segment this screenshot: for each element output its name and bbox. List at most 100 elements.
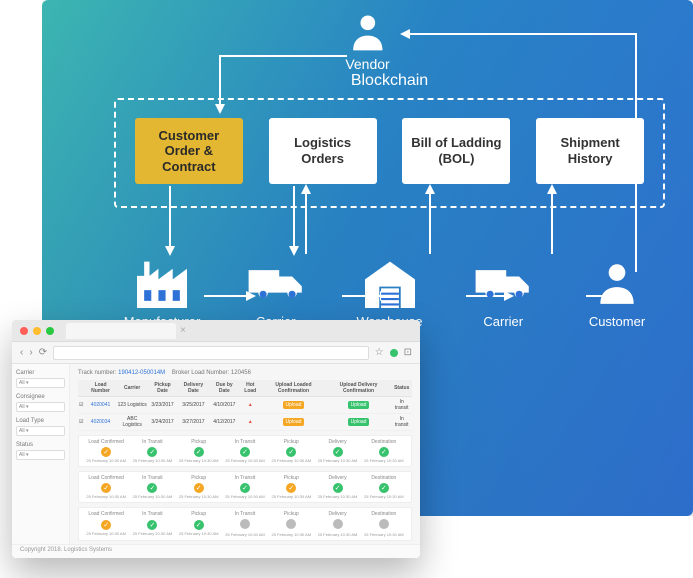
cell-delivery: 3/25/2017 [177, 397, 209, 414]
track-meta: Track number: 190412-050014M Broker Load… [78, 370, 412, 376]
close-tab-icon[interactable]: × [180, 325, 186, 336]
filter-select[interactable]: All ▾ [16, 426, 65, 436]
status-step-icon: ✓ [101, 483, 111, 493]
app-footer: Copyright 2018. Logistics Systems [12, 544, 420, 558]
entity-carrier1: Carrier [228, 258, 324, 329]
browser-content: CarrierAll ▾ConsigneeAll ▾Load TypeAll ▾… [12, 364, 420, 544]
status-row: ✓25 February 10:30 AM✓25 February 10:30 … [83, 447, 407, 463]
cell-dueby: 4/12/2017 [209, 414, 239, 431]
table-row[interactable]: ☑ 4020041 123 Logistics 3/23/2017 3/25/2… [78, 397, 412, 414]
status-step-icon [333, 519, 343, 529]
table-header: Due by Date [209, 380, 239, 397]
upload-loaded-button[interactable]: Upload [283, 401, 305, 409]
blockchain-container: Blockchain Customer Order & Contract Log… [114, 98, 665, 208]
cast-icon[interactable]: ⊡ [404, 347, 412, 358]
window-controls[interactable] [20, 327, 54, 335]
status-card: Load ConfirmedIn TransitPickupIn Transit… [78, 435, 412, 467]
reload-icon[interactable]: ⟳ [39, 347, 47, 358]
cell-dueby: 4/10/2017 [209, 397, 239, 414]
maximize-dot[interactable] [46, 327, 54, 335]
card-shipment-history: Shipment History [536, 118, 644, 184]
filter-select[interactable]: All ▾ [16, 450, 65, 460]
upload-delivery-button[interactable]: Upload [348, 418, 370, 426]
status-step-icon: ✓ [194, 483, 204, 493]
star-icon[interactable]: ☆ [375, 347, 384, 358]
entity-warehouse: Warehouse [342, 258, 438, 329]
cell-delivery: 3/27/2017 [177, 414, 209, 431]
filter-select[interactable]: All ▾ [16, 378, 65, 388]
filter-label: Consignee [16, 394, 65, 400]
cell-hot: ▲ [239, 397, 261, 414]
table-header: Upload Loaded Confirmation [261, 380, 325, 397]
blockchain-title: Blockchain [351, 72, 428, 90]
entity-row: Manufacturer Carrier Warehouse Carrier C… [114, 258, 665, 329]
status-step-icon: ✓ [194, 447, 204, 457]
upload-delivery-button[interactable]: Upload [348, 401, 370, 409]
cell-carrier: ABC Logistics [117, 414, 148, 431]
warehouse-icon [361, 258, 419, 308]
table-header: Hot Load [239, 380, 261, 397]
entity-carrier2: Carrier [455, 258, 551, 329]
upload-loaded-button[interactable]: Upload [283, 418, 305, 426]
status-step-icon: ✓ [379, 483, 389, 493]
status-step-icon: ✓ [240, 447, 250, 457]
sidebar-filter: Status All ▾ [16, 442, 65, 460]
status-step-icon: ✓ [240, 483, 250, 493]
browser-toolbar: ‹ › ⟳ ☆ ⊡ [12, 342, 420, 364]
filter-select[interactable]: All ▾ [16, 402, 65, 412]
track-number: 190412-050014M [118, 370, 165, 376]
card-bol: Bill of Ladding (BOL) [402, 118, 510, 184]
status-header: Load ConfirmedIn TransitPickupIn Transit… [83, 475, 407, 481]
sidebar-filter: Consignee All ▾ [16, 394, 65, 412]
entity-manufacturer: Manufacturer [114, 258, 210, 329]
card-logistics-orders: Logistics Orders [269, 118, 377, 184]
status-step-icon: ✓ [333, 447, 343, 457]
cell-load: 4020034 [84, 414, 116, 431]
truck-icon [474, 258, 532, 308]
cell-load: 4020041 [84, 397, 116, 414]
cell-carrier: 123 Logistics [117, 397, 148, 414]
status-step-icon: ✓ [147, 447, 157, 457]
status-step-icon: ✓ [379, 447, 389, 457]
broker-number: 120456 [231, 370, 251, 376]
extension-icon[interactable] [390, 349, 398, 357]
status-step-icon [286, 519, 296, 529]
factory-icon [133, 258, 191, 308]
close-dot[interactable] [20, 327, 28, 335]
person-icon [346, 10, 390, 54]
status-row: ✓25 February 10:30 AM✓25 February 10:30 … [83, 483, 407, 499]
browser-tab[interactable] [66, 323, 176, 339]
table-header: Pickup Date [148, 380, 178, 397]
entity-customer: Customer [569, 258, 665, 329]
cell-status: In transit [391, 414, 412, 431]
filter-label: Carrier [16, 370, 65, 376]
blockchain-cards: Customer Order & Contract Logistics Orde… [116, 118, 663, 184]
minimize-dot[interactable] [33, 327, 41, 335]
status-step-icon [240, 519, 250, 529]
vendor-label: Vendor [345, 56, 389, 72]
status-step-icon: ✓ [101, 447, 111, 457]
url-bar[interactable] [53, 346, 369, 360]
status-step-icon [379, 519, 389, 529]
table-row[interactable]: ☑ 4020034 ABC Logistics 3/24/2017 3/27/2… [78, 414, 412, 431]
table-header: Load Number [84, 380, 116, 397]
table-header: Delivery Date [177, 380, 209, 397]
back-icon[interactable]: ‹ [20, 347, 23, 358]
cell-pickup: 3/23/2017 [148, 397, 178, 414]
browser-window: × ‹ › ⟳ ☆ ⊡ Carrier All ▾ Consignee All ▾ Lo… [12, 320, 420, 558]
vendor-node: Vendor [345, 10, 389, 72]
filter-label: Status [16, 442, 65, 448]
sidebar-filter: Carrier All ▾ [16, 370, 65, 388]
table-header: Carrier [117, 380, 148, 397]
entity-label: Customer [569, 314, 665, 329]
status-header: Load ConfirmedIn TransitPickupIn Transit… [83, 511, 407, 517]
status-step-icon: ✓ [101, 520, 111, 530]
status-card: Load ConfirmedIn TransitPickupIn Transit… [78, 471, 412, 503]
forward-icon[interactable]: › [29, 347, 32, 358]
app-main: Track number: 190412-050014M Broker Load… [70, 364, 420, 544]
status-step-icon: ✓ [147, 520, 157, 530]
loads-table: Load NumberCarrierPickup DateDelivery Da… [78, 380, 412, 431]
status-step-icon: ✓ [333, 483, 343, 493]
table-header: Upload Delivery Confirmation [326, 380, 392, 397]
status-step-icon: ✓ [147, 483, 157, 493]
